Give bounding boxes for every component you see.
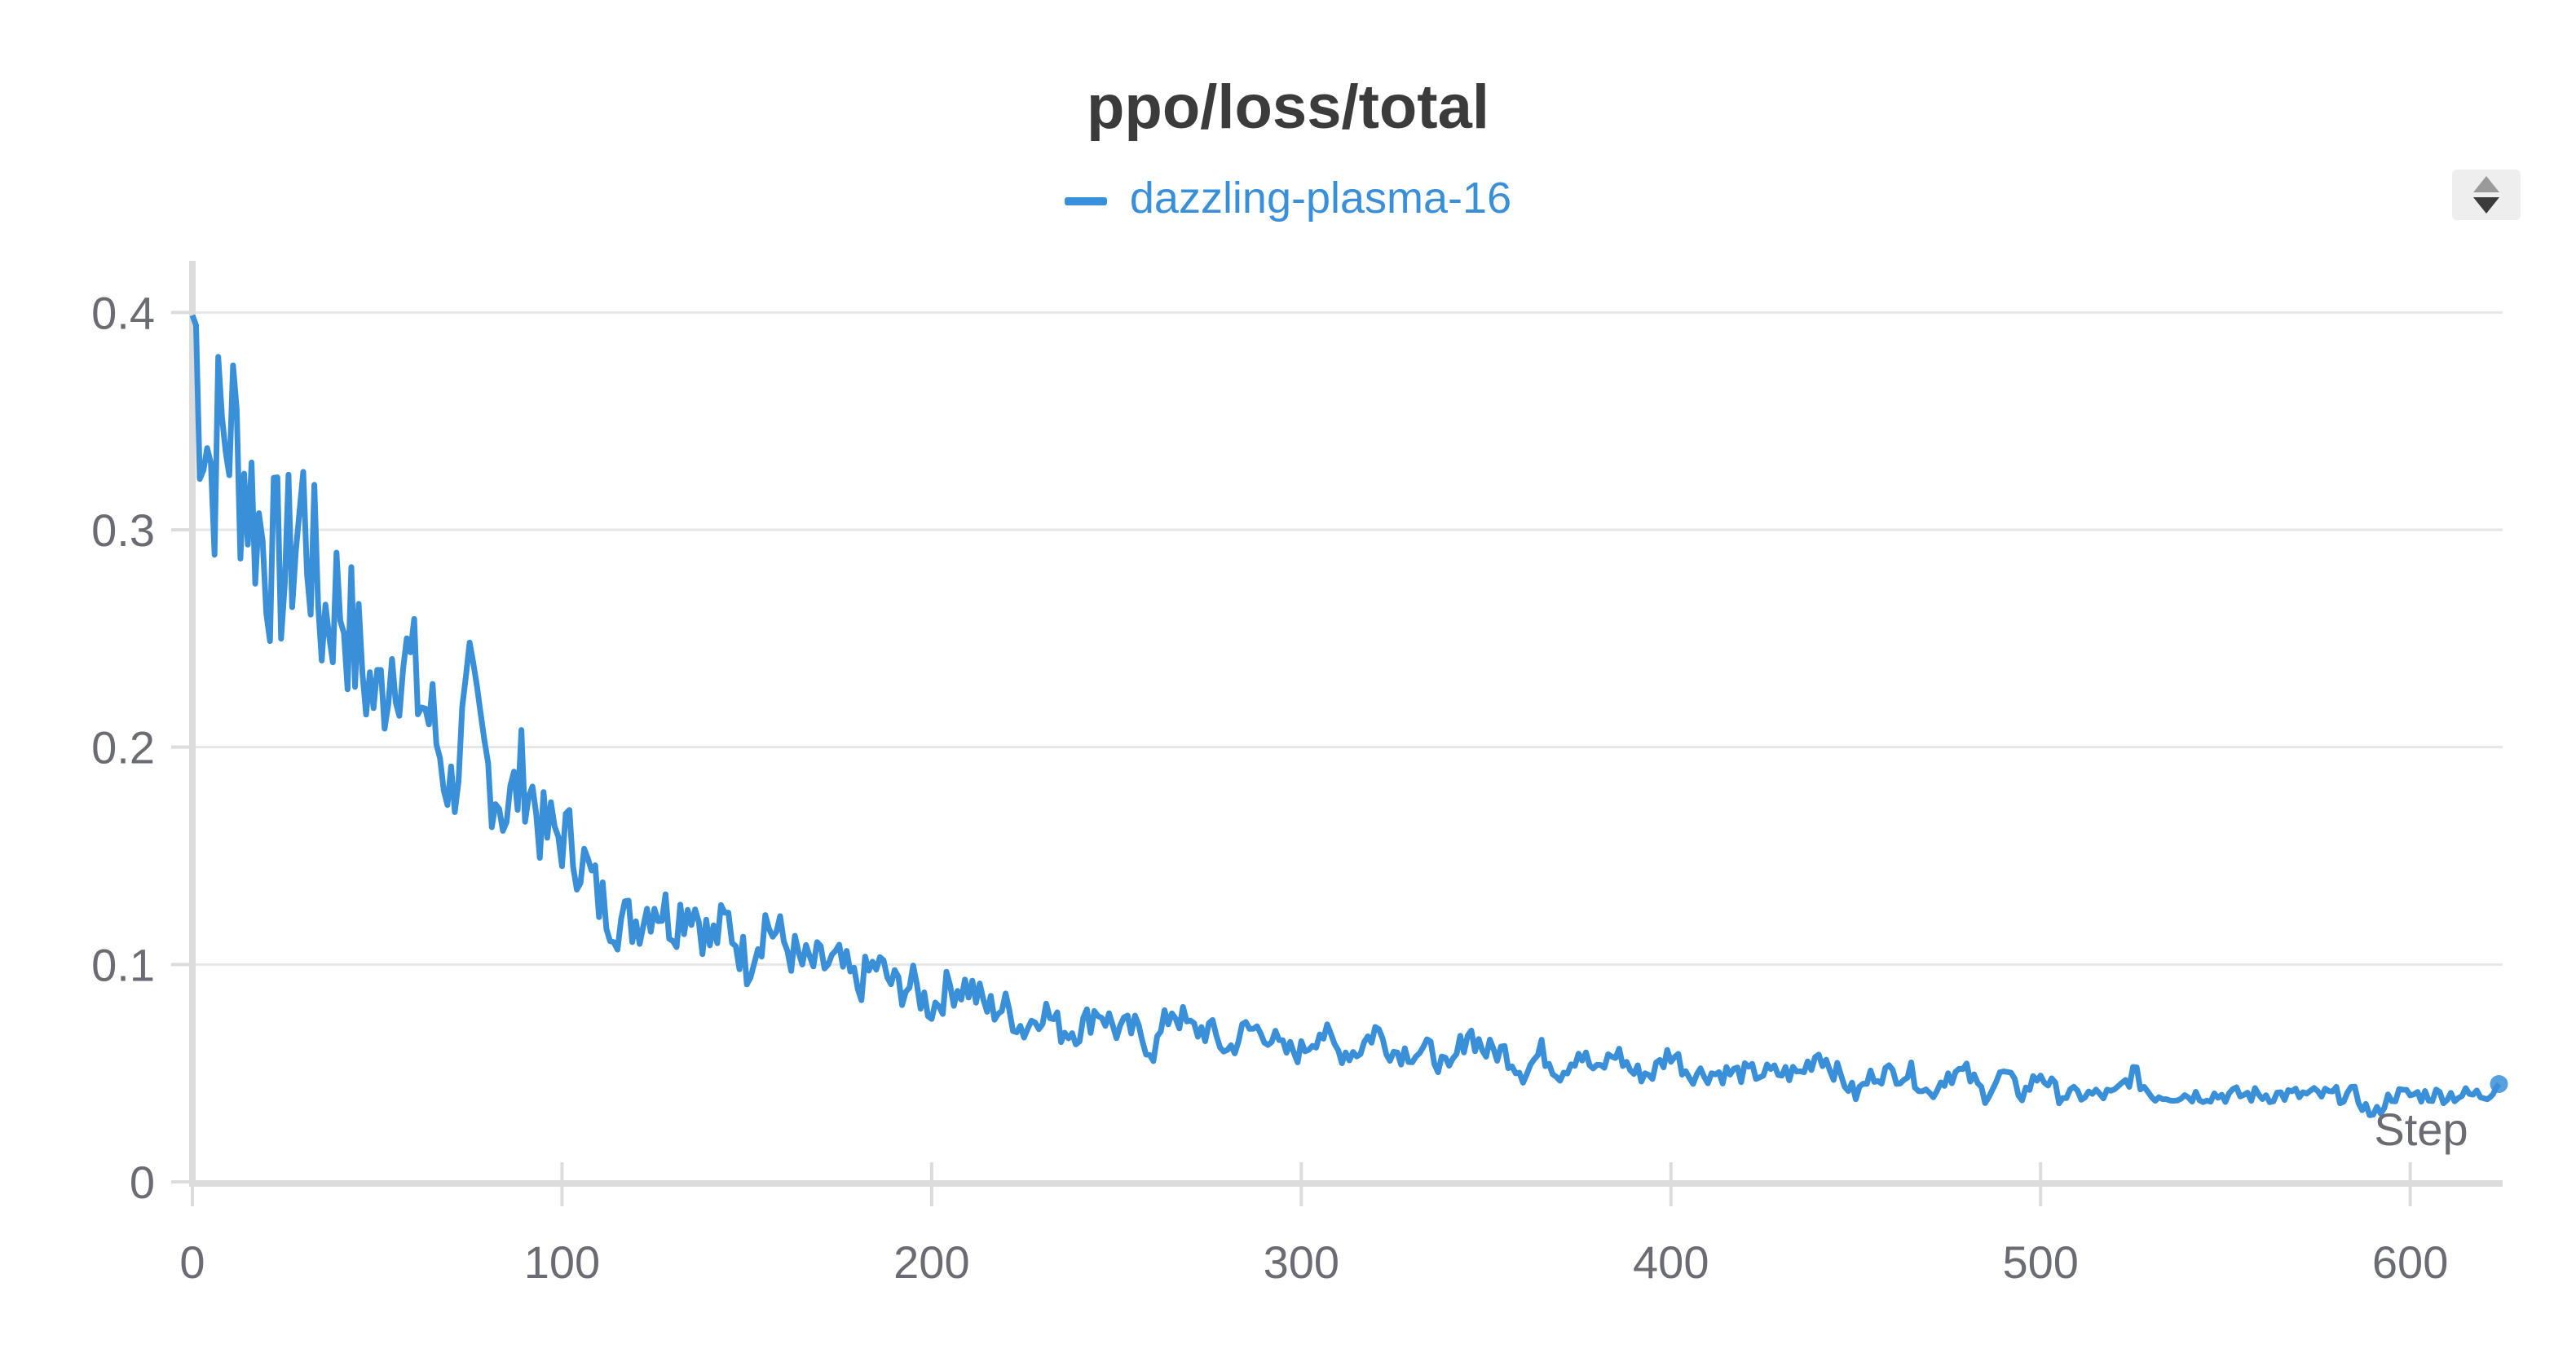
x-tick-label: 500 xyxy=(2002,1236,2078,1288)
sort-down-arrow-icon xyxy=(2473,197,2499,214)
legend[interactable]: dazzling-plasma-16 xyxy=(0,173,2576,223)
series-layer xyxy=(189,314,2508,1118)
y-tick-label: 0.4 xyxy=(91,287,155,338)
series-line-dazzling-plasma-16 xyxy=(189,314,2502,1118)
sort-up-arrow-icon xyxy=(2473,176,2499,192)
y-tick-label: 0.2 xyxy=(91,722,155,773)
y-tick-label: 0.3 xyxy=(91,505,155,556)
legend-entry-label: dazzling-plasma-16 xyxy=(1129,174,1512,223)
sort-toggle-button[interactable] xyxy=(2452,170,2521,220)
x-tick-label: 100 xyxy=(524,1236,600,1288)
y-tick-label: 0 xyxy=(130,1157,155,1208)
x-tick-label: 200 xyxy=(893,1236,969,1288)
y-tick-label: 0.1 xyxy=(91,939,155,990)
series-end-point xyxy=(2490,1075,2508,1093)
x-tick-label: 400 xyxy=(1633,1236,1709,1288)
legend-swatch xyxy=(1064,196,1107,205)
x-tick-label: 0 xyxy=(179,1236,205,1288)
x-tick-label: 300 xyxy=(1264,1236,1339,1288)
grid-lines xyxy=(192,311,2503,966)
axes xyxy=(171,261,2503,1206)
x-axis-label: Step xyxy=(2374,1104,2468,1155)
x-tick-label: 600 xyxy=(2372,1236,2448,1288)
chart-title: ppo/loss/total xyxy=(1087,73,1489,142)
tick-labels: 0 0.1 0.2 0.3 0.4 0 100 200 300 400 500 600 xyxy=(91,287,2448,1288)
